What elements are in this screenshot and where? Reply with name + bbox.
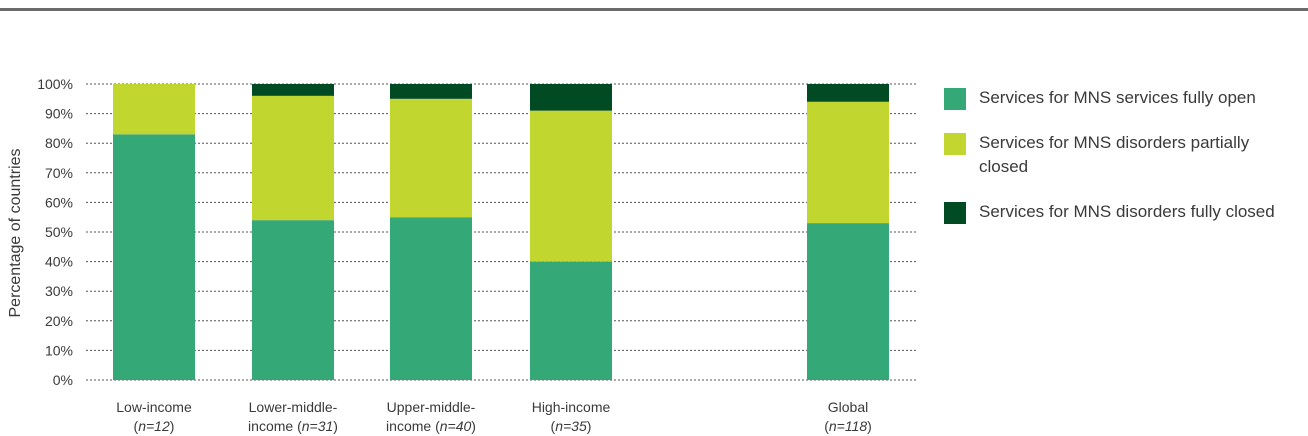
bar-segment: [390, 217, 472, 380]
legend-item-partially-closed: Services for MNS disorders partially clo…: [944, 131, 1304, 179]
y-tick-label: 40%: [45, 254, 73, 270]
bar-segment: [390, 98, 472, 218]
bar-segment: [252, 220, 334, 380]
bar-segment: [530, 84, 612, 111]
stacked-bar-chart: 0% 10% 20% 30% 40% 50% 60% 70% 80% 90% 100% Low-in…: [7, 76, 916, 434]
legend-label-partially-closed: Services for MNS disorders partially clo…: [979, 133, 1250, 176]
legend-item-fully-closed: Services for MNS disorders fully closed: [944, 200, 1304, 224]
x-category-label: Low-income: [116, 399, 192, 415]
legend-item-fully-open: Services for MNS services fully open: [944, 86, 1304, 110]
y-tick-label: 100%: [37, 76, 73, 92]
legend-swatch-fully-open: [944, 88, 966, 110]
bars: [113, 84, 889, 380]
bar-segment: [113, 134, 195, 380]
x-category-label: Lower-middle-: [249, 399, 338, 415]
y-tick-label: 60%: [45, 194, 73, 210]
y-tick-label: 10%: [45, 342, 73, 358]
y-tick-label: 70%: [45, 165, 73, 181]
bar-segment: [252, 84, 334, 96]
bar-segment: [252, 95, 334, 221]
x-category-label: Global: [828, 399, 868, 415]
x-category-label: High-income: [532, 399, 611, 415]
legend-label-fully-closed: Services for MNS disorders fully closed: [979, 202, 1275, 221]
y-tick-label: 50%: [45, 224, 73, 240]
legend: Services for MNS services fully open Ser…: [944, 86, 1304, 245]
y-tick-label: 20%: [45, 313, 73, 329]
y-axis-label: Percentage of countries: [7, 149, 24, 318]
y-tick-label: 30%: [45, 283, 73, 299]
bar-segment: [530, 261, 612, 380]
y-tick-label: 0%: [53, 372, 73, 388]
gridlines: [86, 83, 916, 381]
bar-segment: [530, 110, 612, 262]
legend-swatch-partially-closed: [944, 133, 966, 155]
bar-segment: [807, 223, 889, 380]
legend-swatch-fully-closed: [944, 202, 966, 224]
bar-segment: [113, 84, 195, 135]
bar-segment: [807, 101, 889, 224]
bar-segment: [390, 84, 472, 99]
x-category-n-label: (n=118): [824, 418, 872, 434]
y-tick-label: 80%: [45, 135, 73, 151]
y-tick-label: 90%: [45, 106, 73, 122]
y-axis-ticks: 0% 10% 20% 30% 40% 50% 60% 70% 80% 90% 100%: [37, 76, 73, 388]
x-category-n-label: (n=12): [134, 418, 175, 434]
bar-segment: [807, 84, 889, 102]
x-category-n-label: (n=35): [551, 418, 592, 434]
x-category-n-label: income (n=31): [248, 418, 338, 434]
x-category-label: Upper-middle-: [387, 399, 476, 415]
legend-label-fully-open: Services for MNS services fully open: [979, 88, 1256, 107]
x-axis-categories: Low-income (n=12) Lower-middle-income (n=3…: [116, 399, 872, 434]
top-rule: [0, 8, 1308, 11]
x-category-n-label: income (n=40): [386, 418, 476, 434]
